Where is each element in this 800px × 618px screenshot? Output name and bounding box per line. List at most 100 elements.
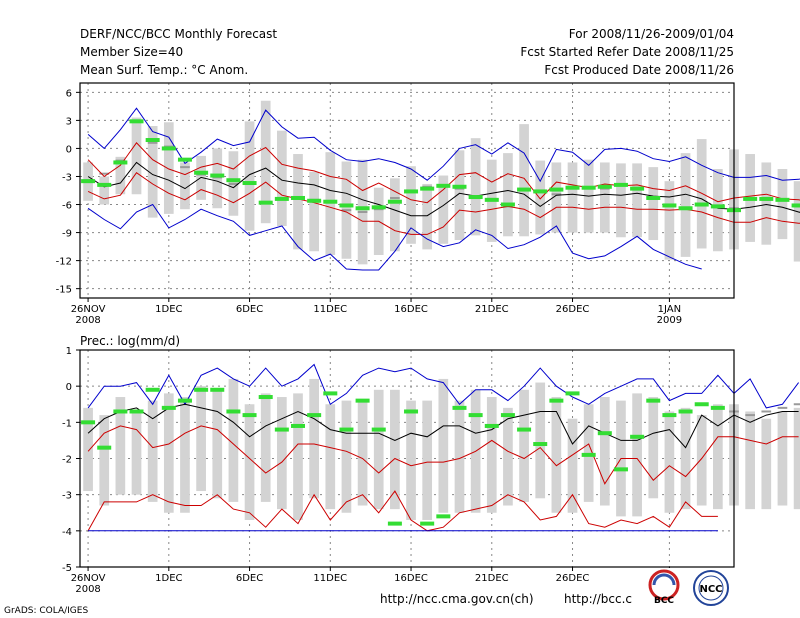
x-tick-label: 1DEC — [155, 573, 182, 584]
x-tick-label: 6DEC — [236, 304, 263, 315]
member-marker — [613, 182, 628, 187]
x-tick-year: 2008 — [75, 584, 100, 595]
box-median — [357, 211, 368, 213]
member-marker — [678, 206, 693, 211]
spread-box — [632, 163, 642, 238]
spread-box — [551, 397, 562, 513]
series-line-max — [87, 363, 800, 409]
spread-box — [277, 130, 287, 227]
spread-box — [115, 156, 126, 195]
member-marker — [258, 200, 273, 205]
box-median — [390, 196, 400, 199]
member-marker — [484, 423, 499, 428]
member-marker — [646, 398, 661, 403]
series-line-lower — [87, 490, 718, 532]
member-marker — [549, 187, 564, 192]
temperature-frame — [79, 82, 735, 299]
member-marker — [177, 157, 192, 162]
member-marker — [581, 185, 596, 190]
member-marker — [387, 199, 402, 204]
x-tick-label: 6DEC — [236, 573, 263, 584]
member-marker — [452, 184, 467, 189]
spread-box — [325, 404, 336, 510]
member-marker — [274, 196, 289, 201]
member-marker — [291, 423, 305, 428]
box-median — [745, 414, 755, 417]
spread-box — [793, 407, 800, 510]
member-marker — [694, 202, 709, 207]
spread-box — [196, 386, 206, 492]
member-marker — [129, 409, 144, 414]
spread-box — [228, 378, 239, 502]
member-marker — [662, 413, 677, 418]
spread-box — [486, 397, 497, 513]
spread-box — [454, 150, 465, 241]
member-marker — [323, 199, 338, 204]
member-marker — [242, 181, 257, 186]
spread-box — [519, 389, 529, 502]
spread-box — [293, 393, 303, 520]
box-median — [793, 403, 800, 406]
member-marker — [420, 186, 435, 191]
spread-box — [212, 389, 223, 499]
member-marker — [484, 197, 499, 202]
member-marker — [565, 391, 580, 396]
spread-box — [680, 407, 691, 510]
spread-box — [277, 397, 287, 510]
member-marker — [226, 178, 241, 183]
member-marker — [145, 138, 160, 143]
y-tick-label: 0 — [66, 144, 72, 155]
y-tick-label: -9 — [62, 229, 72, 240]
member-marker — [242, 413, 257, 418]
spread-box — [503, 407, 513, 506]
spread-box — [793, 181, 800, 262]
member-marker — [371, 205, 386, 210]
y-tick-label: 3 — [66, 116, 72, 127]
y-tick-label: -15 — [56, 285, 72, 296]
member-marker — [710, 405, 725, 410]
spread-box — [341, 400, 352, 513]
x-tick-label: 11DEC — [313, 304, 347, 315]
box-median — [147, 141, 158, 144]
figure-title: DERF/NCC/BCC Monthly Forecast — [80, 27, 277, 41]
spread-box — [163, 393, 174, 513]
spread-box — [745, 411, 755, 510]
bcc-logo: BCC — [642, 568, 688, 608]
box-median — [551, 193, 562, 196]
member-marker — [194, 170, 209, 175]
spread-box — [438, 378, 449, 513]
member-marker — [307, 413, 322, 418]
member-marker — [662, 203, 677, 208]
spread-box — [293, 154, 303, 250]
bcc-url[interactable]: http://bcc.c — [564, 592, 632, 606]
y-tick-label: 1 — [66, 346, 72, 357]
member-marker — [194, 387, 209, 392]
spread-box — [180, 397, 190, 513]
spread-box — [309, 378, 319, 499]
x-tick-label: 21DEC — [475, 304, 509, 315]
variable-label: Mean Surf. Temp.: °C Anom. — [80, 63, 248, 77]
spread-box — [519, 124, 529, 237]
member-marker — [97, 182, 112, 187]
member-marker — [452, 405, 467, 410]
spread-box — [260, 100, 271, 224]
spread-box — [390, 389, 400, 510]
spread-box — [131, 117, 142, 195]
spread-box — [551, 162, 562, 233]
member-marker — [694, 402, 709, 407]
spread-box — [648, 397, 659, 499]
ncc-url[interactable]: http://ncc.cma.gov.cn(ch) — [380, 592, 534, 606]
member-marker — [339, 427, 354, 432]
member-marker — [630, 186, 645, 191]
spread-box — [599, 162, 610, 233]
x-tick-label: 16DEC — [394, 304, 428, 315]
spread-box — [390, 178, 400, 252]
x-tick-label: 26DEC — [556, 573, 590, 584]
start-date: Fcst Started Refer Date 2008/11/25 — [520, 45, 734, 59]
spread-box — [567, 418, 578, 513]
spread-box — [438, 175, 449, 244]
series-line-upper — [87, 142, 800, 204]
spread-box — [616, 163, 626, 238]
spread-box — [632, 393, 642, 517]
member-marker — [549, 398, 564, 403]
